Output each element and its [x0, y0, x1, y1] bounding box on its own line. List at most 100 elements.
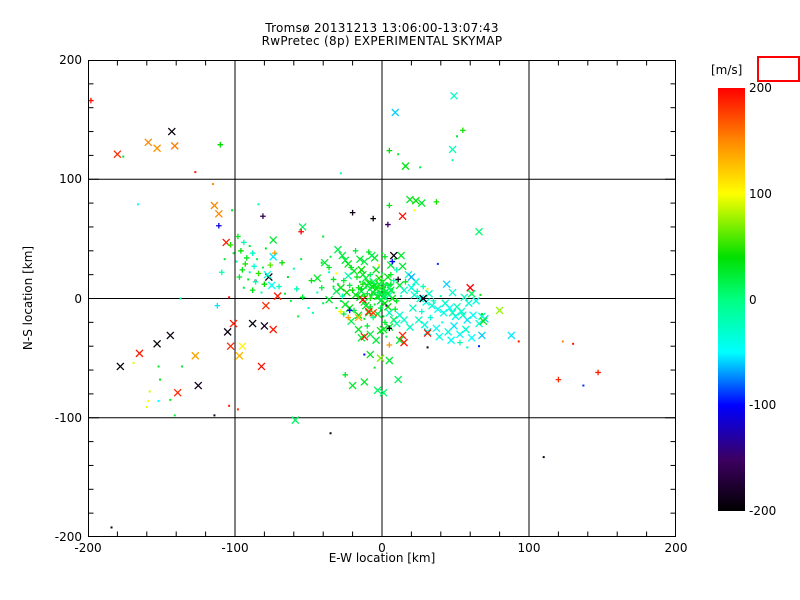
data-point — [298, 228, 304, 235]
colorbar-tick-label: -100 — [749, 398, 777, 413]
data-point — [122, 155, 125, 158]
data-point — [330, 276, 337, 283]
data-point — [376, 354, 385, 363]
data-point — [441, 299, 450, 308]
data-point — [369, 283, 372, 286]
data-point — [419, 294, 428, 303]
data-point — [383, 285, 386, 288]
data-point — [386, 202, 393, 209]
data-point — [236, 408, 239, 411]
data-point — [460, 293, 469, 302]
data-point — [395, 336, 404, 345]
data-point — [366, 350, 375, 359]
data-point — [332, 285, 335, 288]
data-point — [157, 400, 160, 403]
data-point — [194, 171, 197, 174]
data-point — [376, 296, 385, 305]
data-point — [368, 292, 375, 298]
figure-subtitle: RwPretec (8p) EXPERIMENTAL SKYMAP — [261, 34, 503, 48]
data-point — [214, 302, 221, 309]
data-point — [153, 339, 162, 348]
y-tick-label: 0 — [74, 291, 82, 306]
data-point — [235, 260, 238, 263]
data-point — [360, 378, 369, 386]
data-point — [248, 271, 251, 274]
data-point — [385, 221, 391, 228]
data-point — [320, 261, 323, 264]
data-point — [383, 302, 392, 311]
data-point — [385, 335, 388, 338]
data-point — [385, 308, 394, 317]
data-point — [322, 235, 325, 238]
data-point — [428, 301, 436, 310]
data-point — [147, 400, 150, 403]
data-point — [436, 262, 439, 265]
data-point — [346, 307, 353, 314]
data-point — [425, 289, 433, 298]
data-point — [381, 272, 383, 275]
data-point — [475, 319, 483, 328]
data-point — [385, 281, 388, 284]
data-point — [475, 227, 483, 236]
data-point — [472, 296, 481, 305]
data-point — [299, 294, 306, 301]
data-point — [382, 315, 385, 318]
data-point — [401, 162, 410, 171]
data-point — [349, 209, 356, 216]
data-point — [391, 108, 400, 117]
data-point — [213, 414, 216, 417]
data-point — [328, 271, 331, 274]
data-point — [420, 283, 426, 290]
data-point — [382, 253, 388, 260]
data-point — [269, 252, 278, 261]
data-point — [311, 311, 314, 314]
data-point — [329, 255, 332, 258]
data-point — [261, 301, 270, 310]
data-point — [242, 286, 245, 289]
data-point — [340, 311, 347, 317]
data-point — [260, 291, 263, 294]
data-point — [335, 307, 338, 310]
data-point — [179, 297, 182, 300]
data-point — [386, 342, 393, 348]
data-point — [394, 258, 397, 261]
data-point — [582, 384, 585, 387]
data-point — [377, 305, 384, 311]
data-point — [363, 281, 372, 290]
data-point — [367, 271, 374, 278]
data-point — [349, 287, 356, 293]
data-point — [448, 288, 457, 297]
data-point — [247, 278, 250, 281]
x-tick-label: 100 — [517, 541, 541, 555]
data-point — [194, 381, 203, 390]
data-point — [332, 287, 341, 296]
data-point — [397, 251, 406, 260]
data-point — [333, 245, 342, 254]
data-point — [257, 203, 260, 206]
data-point — [361, 274, 370, 283]
data-point — [448, 145, 457, 154]
data-point — [336, 283, 339, 286]
data-point — [338, 251, 347, 260]
data-point — [367, 295, 374, 302]
data-point — [345, 314, 351, 321]
data-point — [261, 281, 268, 287]
data-point — [173, 388, 182, 397]
data-point — [379, 388, 388, 397]
data-point — [235, 233, 241, 240]
data-point — [433, 305, 442, 314]
data-point — [364, 307, 373, 316]
data-point — [166, 331, 175, 340]
colorbar-tick-label: 200 — [749, 81, 772, 95]
data-point — [260, 213, 266, 220]
data-point — [264, 247, 267, 250]
data-point — [370, 215, 376, 222]
data-point — [423, 329, 432, 338]
data-point — [455, 135, 458, 138]
data-point — [432, 324, 441, 333]
data-point — [395, 276, 401, 283]
data-point — [426, 346, 429, 349]
data-point — [354, 325, 363, 334]
data-point — [251, 263, 257, 270]
data-point — [298, 222, 307, 231]
